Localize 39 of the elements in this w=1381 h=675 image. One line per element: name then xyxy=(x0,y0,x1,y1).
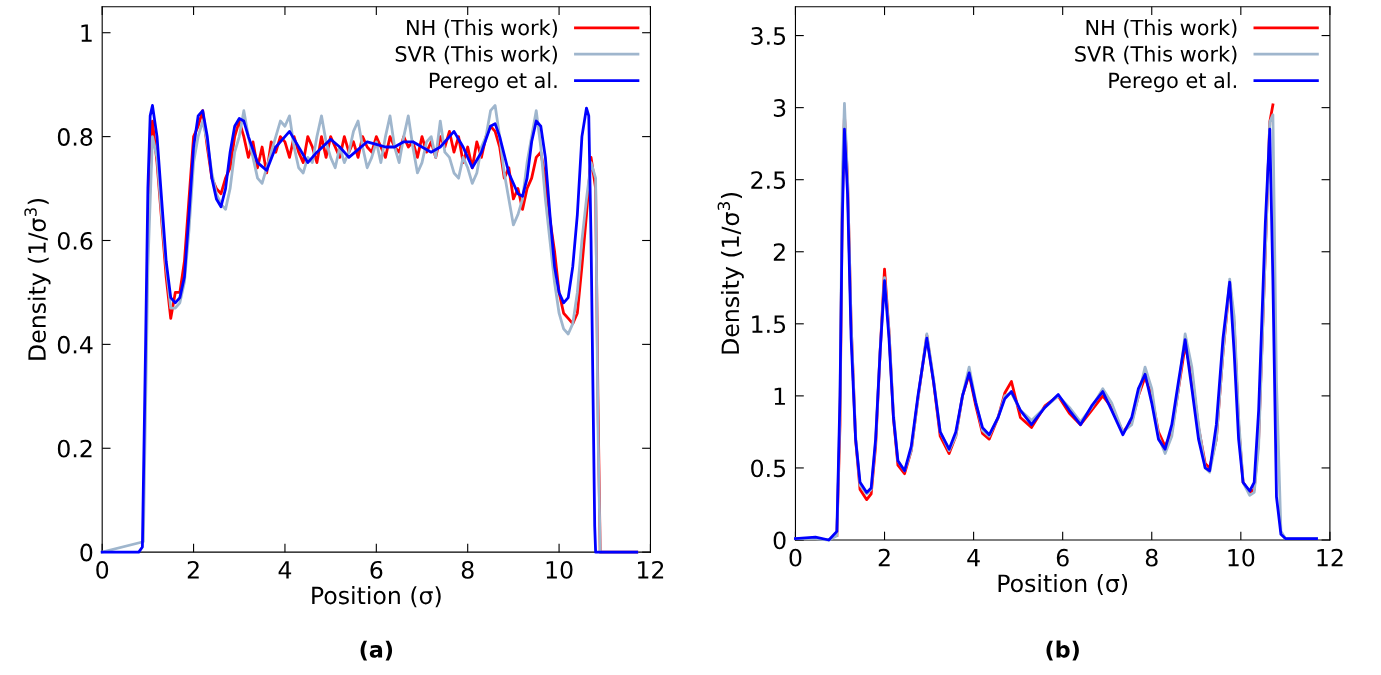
text: (a) xyxy=(360,640,393,661)
legend-label: Perego et al. xyxy=(429,72,557,93)
x-tick-label: 8 xyxy=(1145,548,1158,567)
x-tick-label: 12 xyxy=(638,560,664,579)
y-tick-label: 1.5 xyxy=(752,315,786,334)
y-tick-label: 2 xyxy=(773,243,785,261)
x-tick-label: 2 xyxy=(878,548,890,567)
x-tick-label: 6 xyxy=(370,560,383,579)
x-tick-label: 0 xyxy=(789,548,802,567)
x-tick-label: 6 xyxy=(1056,548,1069,567)
x-tick-label: 8 xyxy=(461,560,474,579)
x-tick-label: 4 xyxy=(278,561,292,579)
legend-label: NH (This work) xyxy=(1086,19,1237,38)
y-tick-label: 1 xyxy=(81,24,92,42)
y-tick-label: 0.2 xyxy=(57,439,92,458)
text: (b) xyxy=(1046,640,1079,661)
x-axis-title: Position (σ) xyxy=(998,573,1128,596)
y-tick-label: 0 xyxy=(773,531,786,550)
y-tick-label: 2.5 xyxy=(751,171,786,189)
y-tick-label: 0.8 xyxy=(57,128,93,146)
legend-label: SVR (This work) xyxy=(1075,45,1237,65)
legend-label: Perego et al. xyxy=(1109,72,1236,93)
y-tick-label: 3 xyxy=(773,99,786,117)
x-tick-label: 10 xyxy=(1228,548,1255,567)
x-tick-label: 4 xyxy=(967,549,980,567)
y-tick-label: 0.4 xyxy=(57,335,93,354)
x-tick-label: 0 xyxy=(96,560,109,579)
x-tick-label: 10 xyxy=(546,560,573,579)
y-tick-label: 3.5 xyxy=(751,27,786,45)
y-tick-label: 1 xyxy=(774,387,785,405)
x-axis-title: Position (σ) xyxy=(312,586,441,608)
legend-label: NH (This work) xyxy=(407,19,557,38)
y-axis-title: Density (1/σ$^{3}$) xyxy=(24,198,51,360)
y-tick-label: 0.6 xyxy=(57,231,93,250)
x-tick-label: 12 xyxy=(1317,548,1343,567)
legend-label: SVR (This work) xyxy=(395,45,557,65)
x-tick-label: 2 xyxy=(187,560,199,579)
y-axis-title: Density (1/σ$^{3}$) xyxy=(717,192,744,354)
y-tick-label: 0.5 xyxy=(751,459,786,478)
